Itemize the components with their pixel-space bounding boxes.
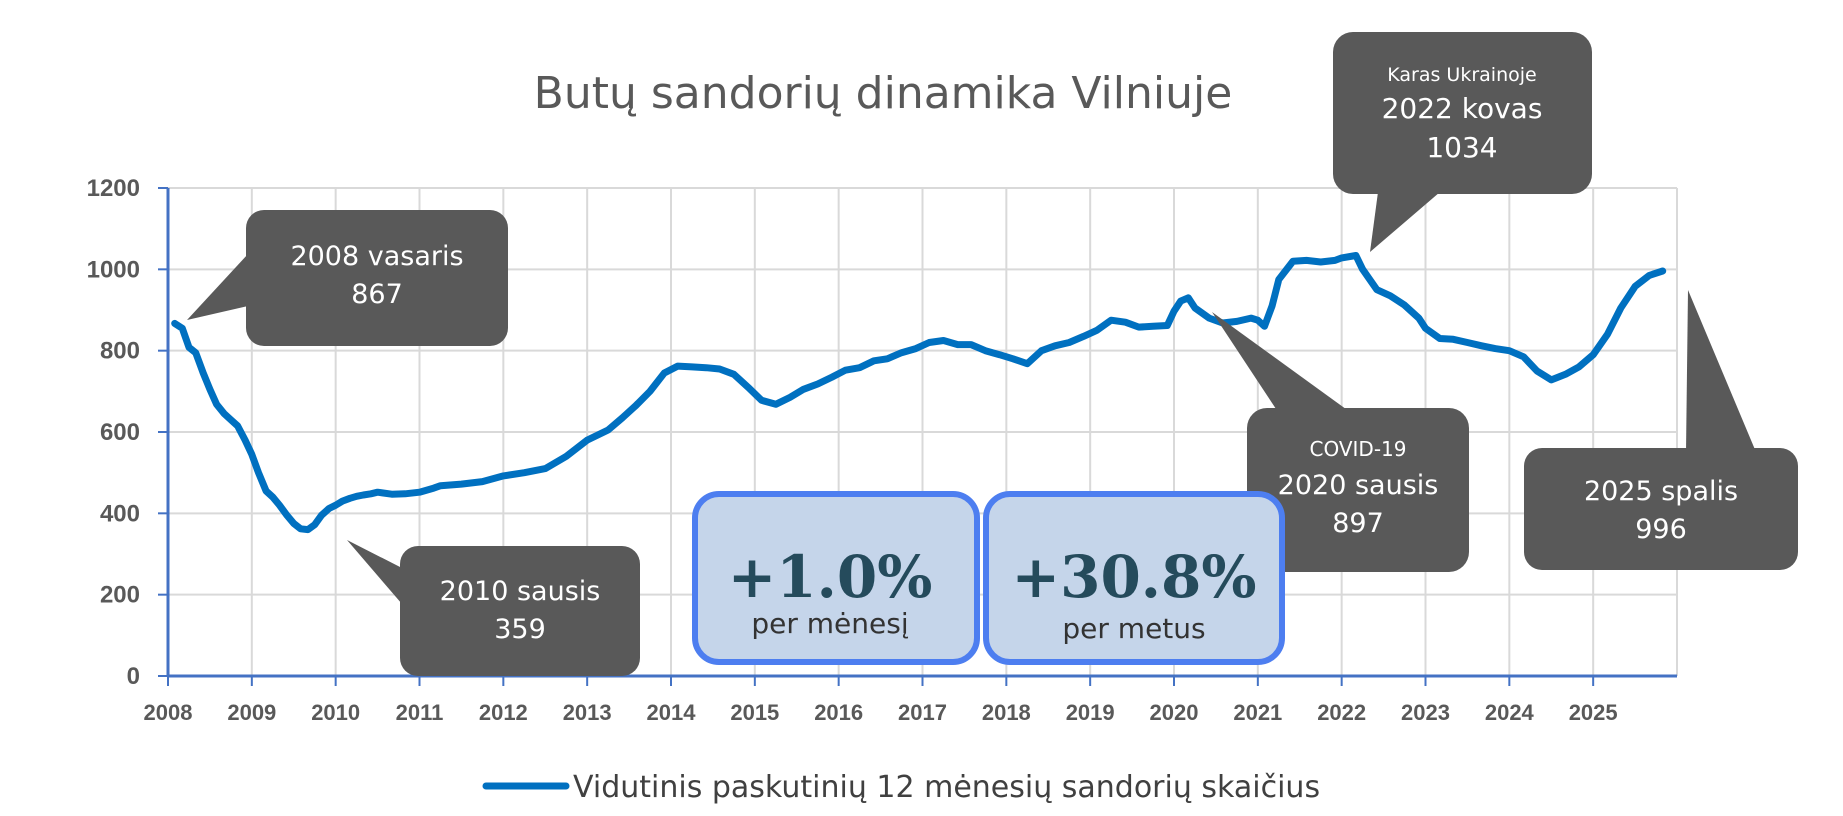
callout-2010-jan-pointer (347, 540, 402, 604)
y-tick-label: 600 (100, 419, 140, 446)
y-tick-label: 800 (100, 338, 140, 365)
callout-2022-mar-pointer (1370, 192, 1440, 252)
callout-2020-jan-heading: COVID-19 (1309, 437, 1406, 461)
callout-2022-mar-heading: Karas Ukrainoje (1387, 64, 1536, 86)
callout-2020-jan-value: 897 (1332, 508, 1384, 539)
callout-2020-jan-date: 2020 sausis (1278, 470, 1439, 501)
y-axis-ticks: 0 200 400 600 800 1000 1200 (87, 175, 168, 690)
x-tick-label: 2015 (730, 700, 779, 725)
callout-2010-jan-value: 359 (494, 614, 546, 645)
callout-2008-feb: 2008 vasaris 867 (187, 210, 508, 346)
stat-yearly: +30.8% per metus (983, 491, 1285, 665)
stat-monthly-label: per mėnesį (751, 607, 908, 640)
callout-2025-oct-pointer (1686, 290, 1756, 452)
callout-2008-feb-value: 867 (351, 279, 403, 310)
callout-2008-feb-date: 2008 vasaris (290, 241, 463, 272)
x-tick-label: 2018 (982, 700, 1031, 725)
stat-yearly-box (983, 491, 1285, 665)
callout-2025-oct-value: 996 (1635, 514, 1687, 545)
callout-2020-jan-pointer (1212, 312, 1350, 412)
stat-monthly: +1.0% per mėnesį (692, 491, 980, 665)
stat-monthly-box (692, 491, 980, 665)
x-tick-label: 2016 (814, 700, 863, 725)
x-tick-label: 2023 (1401, 700, 1450, 725)
legend-label: Vidutinis paskutinių 12 mėnesių sandorių… (573, 770, 1320, 805)
y-tick-label: 200 (100, 582, 140, 609)
stat-monthly-value: +1.0% (728, 543, 933, 611)
callout-2020-jan-box (1247, 408, 1469, 572)
y-tick-label: 1200 (87, 175, 140, 202)
x-tick-label: 2024 (1485, 700, 1535, 725)
legend: Vidutinis paskutinių 12 mėnesių sandorių… (482, 770, 1320, 805)
x-tick-label: 2008 (144, 700, 193, 725)
callout-2010-jan-box (400, 546, 640, 676)
stat-yearly-label: per metus (1062, 612, 1205, 645)
y-tick-label: 0 (127, 663, 140, 690)
x-tick-label: 2019 (1066, 700, 1115, 725)
callout-2022-mar-date: 2022 kovas (1382, 92, 1543, 125)
x-tick-label: 2009 (227, 700, 276, 725)
x-tick-label: 2021 (1233, 700, 1282, 725)
callout-2025-oct-date: 2025 spalis (1584, 476, 1738, 507)
callout-2010-jan-date: 2010 sausis (440, 576, 601, 607)
stat-yearly-value: +30.8% (1012, 543, 1257, 611)
callout-2022-mar: Karas Ukrainoje 2022 kovas 1034 (1333, 32, 1592, 252)
y-tick-label: 400 (100, 500, 140, 527)
callout-2020-jan: COVID-19 2020 sausis 897 (1212, 312, 1469, 572)
callout-2022-mar-value: 1034 (1426, 131, 1497, 164)
y-tick-label: 1000 (87, 256, 140, 283)
series-layer (171, 252, 1667, 534)
callout-2010-jan: 2010 sausis 359 (347, 540, 640, 676)
x-axis-ticks: 2008 2009 2010 2011 2012 2013 2014 2015 2016 2017… (144, 676, 1618, 725)
chart-title: Butų sandorių dinamika Vilniuje (534, 68, 1233, 119)
callout-2008-feb-pointer (187, 254, 248, 320)
x-tick-label: 2025 (1569, 700, 1618, 725)
x-tick-label: 2017 (898, 700, 947, 725)
callout-2022-mar-box (1333, 32, 1592, 194)
x-tick-label: 2010 (311, 700, 360, 725)
x-tick-label: 2013 (563, 700, 612, 725)
x-tick-label: 2014 (647, 700, 697, 725)
x-tick-label: 2020 (1150, 700, 1199, 725)
x-tick-label: 2012 (479, 700, 528, 725)
callout-2025-oct-box (1524, 448, 1798, 570)
series-line (171, 252, 1667, 534)
x-tick-label: 2011 (396, 700, 444, 725)
callout-2008-feb-box (246, 210, 508, 346)
callout-2025-oct: 2025 spalis 996 (1524, 290, 1798, 570)
x-tick-label: 2022 (1317, 700, 1366, 725)
